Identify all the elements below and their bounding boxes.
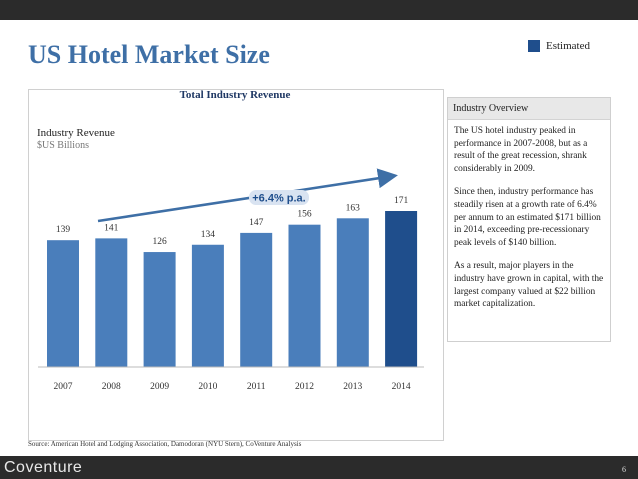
annotation-text: +6.4% p.a.: [252, 193, 306, 205]
source-note: Source: American Hotel and Lodging Assoc…: [28, 440, 302, 448]
legend-swatch-estimated: [528, 40, 540, 52]
x-tick-2012: 2012: [295, 382, 314, 392]
bar-2008: [95, 238, 128, 367]
coventure-logo: Coventure: [4, 459, 83, 476]
bar-2013: [336, 218, 369, 367]
data-label-2007: 139: [56, 225, 71, 235]
data-label-2011: 147: [249, 218, 264, 228]
data-label-2010: 134: [201, 230, 216, 240]
legend: Estimated: [528, 40, 590, 52]
x-tick-2007: 2007: [54, 382, 73, 392]
growth-annotation: +6.4% p.a.: [249, 190, 309, 205]
x-tick-2009: 2009: [150, 382, 169, 392]
bar-2009: [143, 252, 176, 367]
data-label-2009: 126: [152, 237, 167, 247]
data-label-2012: 156: [297, 210, 312, 220]
data-label-2014: 171: [394, 196, 409, 206]
data-label-2008: 141: [104, 223, 119, 233]
chart-title: Total Industry Revenue: [179, 89, 291, 101]
annotation-bubble: [249, 190, 309, 205]
page-title: US Hotel Market Size: [28, 40, 270, 69]
y-axis-label: Industry Revenue: [37, 127, 115, 139]
overview-body: The US hotel industry peaked in performa…: [448, 120, 610, 327]
x-tick-2010: 2010: [198, 382, 217, 392]
page-number: 6: [622, 465, 626, 474]
bar-2010: [191, 244, 224, 367]
x-tick-2008: 2008: [102, 382, 121, 392]
industry-overview-panel: Industry Overview The US hotel industry …: [447, 97, 611, 342]
data-label-2013: 163: [346, 203, 361, 213]
growth-trend-arrow: [97, 168, 398, 223]
bottom-bar: [0, 456, 638, 479]
bar-2014: [385, 211, 418, 367]
overview-paragraph: The US hotel industry peaked in performa…: [454, 126, 588, 174]
overview-heading: Industry Overview: [448, 98, 610, 120]
top-bar: [0, 0, 638, 20]
overview-paragraph: Since then, industry performance has ste…: [454, 187, 601, 248]
bar-2007: [47, 240, 79, 367]
overview-paragraph: As a result, major players in the indust…: [454, 261, 604, 310]
x-tick-2014: 2014: [392, 382, 411, 392]
x-tick-2011: 2011: [247, 382, 266, 392]
legend-label: Estimated: [546, 40, 590, 52]
units-label: $US Billions: [37, 140, 89, 151]
bar-2012: [288, 224, 321, 367]
x-tick-2013: 2013: [343, 382, 362, 392]
bar-2011: [240, 232, 273, 367]
